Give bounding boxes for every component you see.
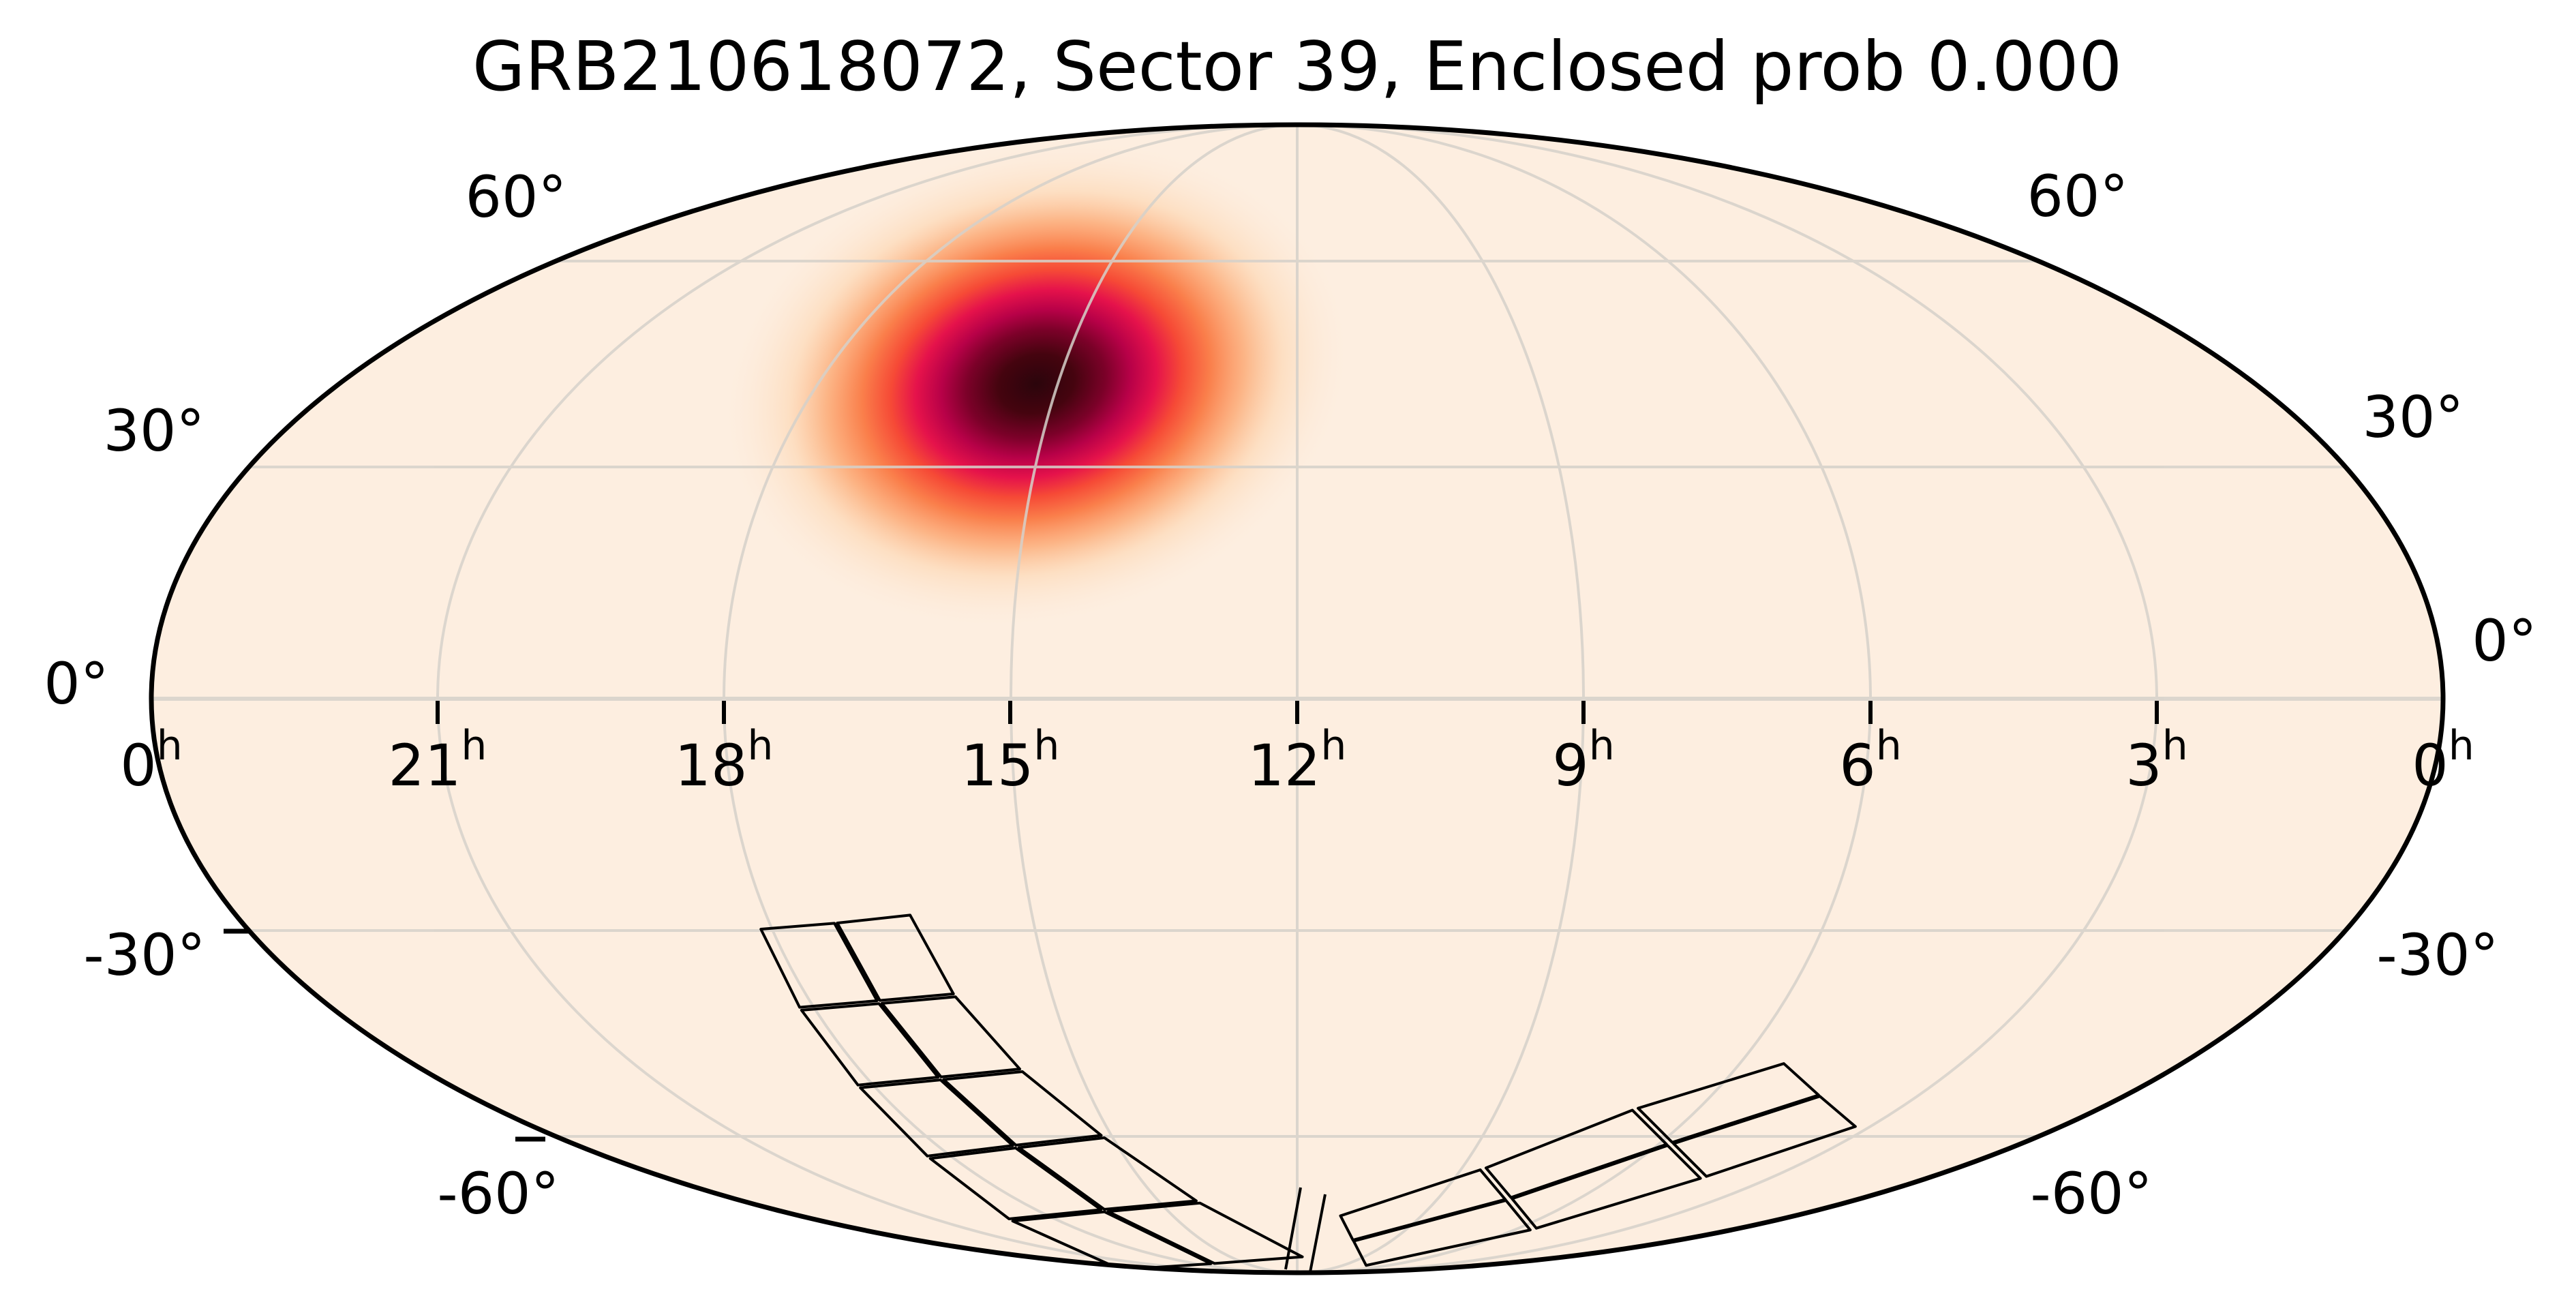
footprint-cell-b0-c1-r4 bbox=[1106, 1201, 1304, 1265]
ra-label-number: 12 bbox=[1248, 732, 1321, 799]
dec-label-left-30: 30° bbox=[104, 397, 205, 464]
ra-label-number: 0 bbox=[2412, 732, 2448, 799]
dec-label-left-60: 60° bbox=[466, 164, 567, 230]
footprint-cell-b1-c1-r2 bbox=[1637, 1062, 1820, 1144]
footprint-cell-b0-c0-r1 bbox=[800, 1002, 940, 1087]
dec-label-left-0: 0° bbox=[44, 650, 108, 717]
footprint-cell-b0-c0-r0 bbox=[759, 922, 879, 1009]
ra-label-superscript: h bbox=[1033, 722, 1059, 770]
ra-label-number: 6 bbox=[1839, 732, 1875, 799]
dec-label-right-0: 0° bbox=[2472, 607, 2536, 674]
ra-label-number: 15 bbox=[961, 732, 1034, 799]
dec-label-right--30: -30° bbox=[2376, 922, 2498, 988]
dec-label-left--30: -30° bbox=[83, 922, 205, 988]
ra-label-18h: 18h bbox=[675, 722, 774, 799]
ra-label-number: 9 bbox=[1552, 732, 1588, 799]
ra-label-6h: 6h bbox=[1839, 722, 1901, 799]
ra-label-number: 18 bbox=[675, 732, 748, 799]
footprint-cell-b0-c1-r0 bbox=[836, 913, 955, 1002]
ra-label-superscript: h bbox=[747, 722, 773, 770]
ra-label-3h: 3h bbox=[2125, 722, 2187, 799]
ra-label-superscript: h bbox=[1320, 722, 1346, 770]
ra-label-superscript: h bbox=[1876, 722, 1902, 770]
ra-label-9h: 9h bbox=[1552, 722, 1614, 799]
ra-label-superscript: h bbox=[2162, 722, 2188, 770]
footprint-cell-b1-c1-r0 bbox=[1339, 1168, 1507, 1242]
footprint-cell-b0-c1-r3 bbox=[1017, 1136, 1198, 1211]
ra-label-number: 0 bbox=[120, 732, 156, 799]
plot-title: GRB210618072, Sector 39, Enclosed prob 0… bbox=[472, 27, 2122, 106]
ra-label-superscript: h bbox=[461, 722, 487, 770]
ra-label-0h: 0h bbox=[2412, 722, 2474, 799]
footprint-cell-b1-c0-r2 bbox=[1672, 1095, 1857, 1178]
footprint-gap-line-0 bbox=[1284, 1187, 1302, 1270]
dec-label-left--60: -60° bbox=[437, 1160, 559, 1227]
footprint-cell-b0-c0-r3 bbox=[928, 1147, 1103, 1221]
dec-label-right-60: 60° bbox=[2027, 163, 2129, 230]
ra-label-superscript: h bbox=[2449, 722, 2474, 770]
footprint-gap-line-1 bbox=[1309, 1194, 1327, 1271]
footprint-cell-b0-c0-r2 bbox=[859, 1078, 1014, 1158]
footprint-group bbox=[759, 913, 1857, 1271]
dec-label-right-30: 30° bbox=[2363, 384, 2464, 451]
footprint-cell-b0-c0-r4 bbox=[1011, 1210, 1213, 1271]
axis-layer: 0h 21h 18h 15h 12h 9h 6h 3h 0h60°30°0°-30°-60°60… bbox=[44, 163, 2536, 1227]
ra-label-superscript: h bbox=[157, 722, 183, 770]
ra-label-number: 21 bbox=[389, 732, 461, 799]
footprint-cell-b1-c0-r1 bbox=[1511, 1144, 1702, 1230]
ra-ticks bbox=[224, 701, 2159, 1142]
map-outline bbox=[149, 122, 2446, 1275]
ra-label-15h: 15h bbox=[961, 722, 1060, 799]
ra-label-12h: 12h bbox=[1248, 722, 1347, 799]
ra-label-0h: 0h bbox=[120, 722, 182, 799]
footprint-cell-b0-c1-r1 bbox=[880, 995, 1022, 1078]
footprint-cell-b0-c1-r2 bbox=[942, 1070, 1103, 1147]
ra-label-superscript: h bbox=[1589, 722, 1615, 770]
ra-label-21h: 21h bbox=[389, 722, 487, 799]
ra-label-number: 3 bbox=[2125, 732, 2162, 799]
dec-label-right--60: -60° bbox=[2030, 1160, 2152, 1227]
map-layer bbox=[149, 122, 2446, 1275]
footprint-cell-b1-c1-r1 bbox=[1484, 1108, 1668, 1199]
